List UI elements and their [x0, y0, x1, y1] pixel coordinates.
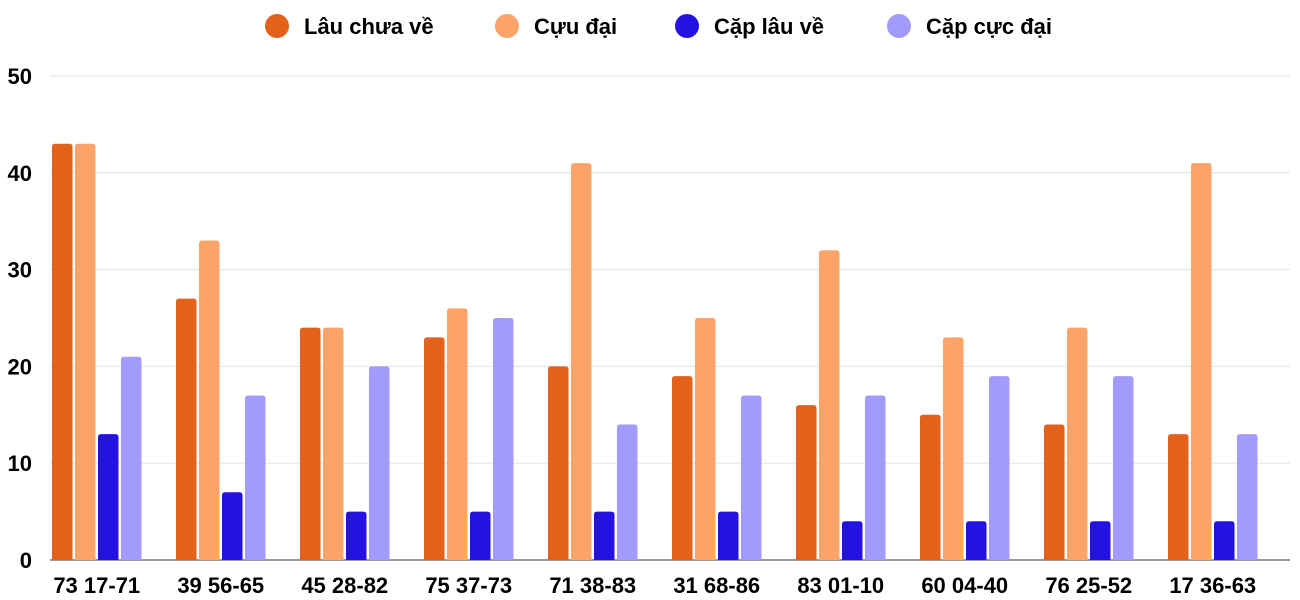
y-tick-label-50: 50	[8, 64, 32, 89]
legend-label: Cặp cực đại	[926, 14, 1052, 39]
legend-label: Cặp lâu về	[714, 14, 824, 39]
bar-2-39_56-65	[199, 240, 220, 560]
bar-4-83_01-10	[865, 395, 886, 560]
legend-item-2: Cựu đại	[495, 14, 617, 39]
bar-4-60_04-40	[989, 376, 1010, 560]
bar-2-73_17-71	[75, 143, 96, 560]
bar-1-71_38-83	[548, 366, 569, 560]
bar-3-75_37-73	[470, 511, 491, 560]
x-axis: 73 17-71 39 56-65 45 28-82 75 37-73 71 38-83…	[53, 573, 1256, 598]
bar-4-76_25-52	[1113, 376, 1134, 560]
bar-3-39_56-65	[222, 492, 243, 560]
y-tick-label-20: 20	[8, 354, 32, 379]
x-tick-label-3: 45 28-82	[301, 573, 388, 598]
bar-1-76_25-52	[1044, 424, 1065, 560]
bar-1-31_68-86	[672, 376, 693, 560]
legend-item-1: Lâu chưa về	[265, 14, 434, 39]
x-tick-label-7: 83 01-10	[797, 573, 884, 598]
gridlines	[50, 75, 1290, 561]
y-tick-label-10: 10	[8, 451, 32, 476]
bar-3-76_25-52	[1090, 521, 1111, 560]
legend-marker-icon	[495, 14, 519, 38]
x-tick-label-9: 76 25-52	[1045, 573, 1132, 598]
bar-2-71_38-83	[571, 163, 592, 560]
bar-1-73_17-71	[52, 143, 73, 560]
x-tick-label-8: 60 04-40	[921, 573, 1008, 598]
bar-1-75_37-73	[424, 337, 445, 560]
bar-2-17_36-63	[1191, 163, 1212, 560]
x-tick-label-2: 39 56-65	[177, 573, 264, 598]
legend-label: Lâu chưa về	[304, 14, 434, 39]
bar-1-60_04-40	[920, 414, 941, 560]
bar-3-83_01-10	[842, 521, 863, 560]
bar-4-31_68-86	[741, 395, 762, 560]
bar-2-83_01-10	[819, 250, 840, 561]
y-tick-label-0: 0	[20, 548, 32, 573]
y-axis: 0 10 20 30 40 50	[8, 64, 32, 573]
legend-item-4: Cặp cực đại	[887, 14, 1052, 39]
bar-2-45_28-82	[323, 327, 344, 560]
bar-4-75_37-73	[493, 318, 514, 560]
bar-4-45_28-82	[369, 366, 390, 560]
y-tick-label-30: 30	[8, 258, 32, 283]
bar-3-73_17-71	[98, 434, 119, 560]
x-tick-label-6: 31 68-86	[673, 573, 760, 598]
bar-3-60_04-40	[966, 521, 987, 560]
legend-marker-icon	[265, 14, 289, 38]
bars	[52, 143, 1258, 561]
legend-item-3: Cặp lâu về	[675, 14, 824, 39]
x-tick-label-4: 75 37-73	[425, 573, 512, 598]
bar-3-17_36-63	[1214, 521, 1235, 560]
x-tick-label-10: 17 36-63	[1169, 573, 1256, 598]
y-tick-label-40: 40	[8, 161, 32, 186]
bar-3-45_28-82	[346, 511, 367, 560]
bar-1-45_28-82	[300, 327, 321, 560]
bar-1-17_36-63	[1168, 434, 1189, 560]
legend: Lâu chưa về Cựu đại Cặp lâu về Cặp cực đại	[265, 14, 1052, 39]
legend-marker-icon	[887, 14, 911, 38]
bar-2-60_04-40	[943, 337, 964, 560]
bar-3-31_68-86	[718, 511, 739, 560]
bar-4-39_56-65	[245, 395, 266, 560]
bar-2-31_68-86	[695, 318, 716, 560]
x-tick-label-1: 73 17-71	[53, 573, 140, 598]
bar-2-76_25-52	[1067, 327, 1088, 560]
x-tick-label-5: 71 38-83	[549, 573, 636, 598]
bar-4-17_36-63	[1237, 434, 1258, 560]
bar-1-39_56-65	[176, 298, 197, 560]
bar-1-83_01-10	[796, 405, 817, 560]
bar-2-75_37-73	[447, 308, 468, 560]
bar-3-71_38-83	[594, 511, 615, 560]
legend-marker-icon	[675, 14, 699, 38]
legend-label: Cựu đại	[534, 14, 617, 39]
bar-4-73_17-71	[121, 356, 142, 560]
bar-4-71_38-83	[617, 424, 638, 560]
